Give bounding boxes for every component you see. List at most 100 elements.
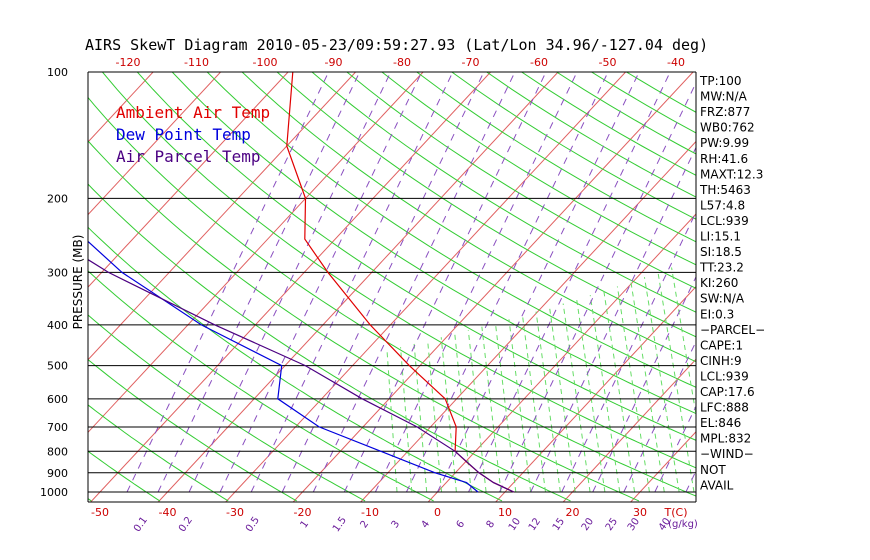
dry-adiabat-line	[88, 404, 229, 502]
isotherm-line	[90, 72, 491, 502]
stat-item: −PARCEL−	[700, 323, 765, 337]
dry-adiabat-line	[136, 72, 696, 441]
stat-item: LFC:888	[700, 401, 749, 415]
stat-item: L57:4.8	[700, 198, 745, 212]
stat-item: LCL:939	[700, 369, 749, 383]
bottom-temp-tick-label: -20	[294, 506, 312, 519]
legend: Ambient Air Temp Dew Point Temp Air Parcel…	[116, 103, 270, 166]
isotherm-line	[495, 285, 696, 502]
moist-adiabat-line	[616, 286, 650, 493]
stat-item: MPL:832	[700, 432, 751, 446]
legend-entry: Ambient Air Temp	[116, 103, 270, 122]
mixing-ratio-tick-label: 3	[390, 519, 403, 531]
mixing-ratio-tick-label: 20	[580, 516, 596, 533]
stat-item: MW:N/A	[700, 90, 748, 104]
series-line-air-parcel-temp	[88, 258, 515, 493]
dry-adiabat-line	[276, 72, 696, 338]
top-temp-tick-label: -100	[253, 56, 278, 69]
pressure-tick-label: 200	[47, 192, 68, 205]
mixing-ratio-line	[343, 72, 547, 493]
mixing-ratio-tick-label: 8	[485, 519, 498, 531]
mixing-ratio-tick-label: 6	[455, 519, 468, 531]
stat-item: SI:18.5	[700, 245, 742, 259]
stat-item: EI:0.3	[700, 307, 734, 321]
mixing-ratio-tick-label: 1.5	[331, 515, 349, 534]
moist-adiabat-line	[562, 303, 591, 493]
moist-adiabat-line	[386, 350, 398, 493]
pressure-tick-label: 800	[47, 445, 68, 458]
top-temp-tick-label: -110	[184, 56, 209, 69]
pressure-tick-label: 300	[47, 266, 68, 279]
mixing-ratio-tick-label: 4	[420, 519, 433, 531]
stat-item: CAP:17.6	[700, 385, 755, 399]
stat-item: RH:41.6	[700, 152, 748, 166]
stat-item: TT:23.2	[699, 261, 744, 275]
dry-adiabat-line	[88, 140, 640, 502]
bottom-temp-tick-label: -10	[361, 506, 379, 519]
dry-adiabat-line	[88, 183, 571, 502]
dry-adiabat-line	[486, 72, 696, 198]
isotherm-line	[292, 72, 694, 502]
mixing-ratio-tick-label: 25	[604, 516, 620, 533]
stat-item: SW:N/A	[700, 292, 745, 306]
top-temp-tick-label: -90	[325, 56, 343, 69]
moist-adiabat-line	[467, 330, 487, 493]
dry-adiabat-line	[88, 270, 434, 502]
mixing-ratio-tick-label: 0.1	[132, 515, 150, 534]
pressure-tick-label: 700	[47, 421, 68, 434]
stat-item: TH:5463	[699, 183, 751, 197]
moist-adiabat-line	[549, 307, 576, 493]
isotherm-line	[88, 72, 424, 434]
stat-item: CAPE:1	[700, 338, 743, 352]
mixing-unit-label: (g/kg)	[668, 519, 698, 530]
moist-adiabat-line	[522, 315, 546, 493]
stat-item: LI:15.1	[700, 230, 741, 244]
pressure-tick-label: 400	[47, 319, 68, 332]
stat-item: CINH:9	[700, 354, 742, 368]
top-temp-tick-label: -80	[393, 56, 411, 69]
pressure-tick-label: 100	[47, 66, 68, 79]
mixing-ratio-tick-label: 0.5	[244, 515, 262, 534]
stat-item: NOT	[700, 463, 726, 477]
dry-adiabat-line	[88, 358, 297, 502]
mixing-ratio-tick-label: 2	[359, 519, 372, 531]
bottom-temp-tick-label: 10	[498, 506, 512, 519]
stat-item: EL:846	[700, 416, 741, 430]
moist-adiabat-line	[643, 277, 680, 493]
dry-adiabat-line	[311, 72, 696, 313]
pressure-tick-label: 1000	[40, 486, 68, 499]
mixing-ratio-line	[748, 72, 870, 492]
axes: 1002003004005006007008009001000PRESSURE …	[40, 56, 698, 534]
series-line-dew-point-temp	[88, 240, 479, 493]
moist-adiabat-line	[589, 295, 621, 493]
moist-adiabat-line	[413, 343, 428, 493]
background-lines	[88, 72, 870, 502]
isotherm-line	[766, 72, 870, 502]
y-axis-label: PRESSURE (MB)	[71, 235, 85, 330]
moist-adiabat-line	[481, 326, 502, 493]
isotherm-line	[562, 358, 696, 502]
mixing-ratio-line	[281, 72, 485, 493]
stat-item: WB0:762	[700, 121, 755, 135]
moist-adiabat-line	[427, 340, 443, 493]
mixing-ratio-line	[779, 72, 870, 492]
top-temp-tick-label: -50	[599, 56, 617, 69]
dry-adiabat-line	[102, 72, 696, 469]
dry-adiabat-line	[381, 72, 696, 266]
stat-item: −WIND−	[700, 447, 754, 461]
top-temp-tick-label: -120	[116, 56, 141, 69]
profiles	[88, 72, 515, 493]
dry-adiabat-line	[241, 72, 696, 363]
dry-adiabat-line	[88, 450, 161, 502]
mixing-ratio-tick-label: 12	[527, 516, 543, 533]
series-line-ambient-air-temp	[286, 72, 515, 493]
bottom-temp-tick-label: 20	[566, 506, 580, 519]
top-temp-tick-label: -40	[667, 56, 685, 69]
legend-entry: Dew Point Temp	[116, 125, 251, 144]
dry-adiabat-line	[88, 314, 366, 502]
stat-item: AVAIL	[700, 478, 734, 492]
mixing-ratio-tick-label: 1	[299, 519, 312, 531]
isotherm-line	[88, 72, 221, 216]
